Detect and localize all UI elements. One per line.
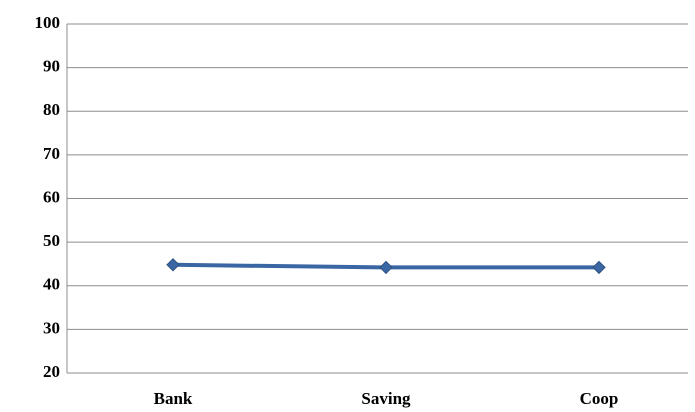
y-tick-label: 40 xyxy=(43,275,60,294)
x-tick-label: Bank xyxy=(154,389,193,408)
y-tick-label: 30 xyxy=(43,318,60,337)
marker xyxy=(166,258,180,272)
y-tick-label: 50 xyxy=(43,231,60,250)
marker xyxy=(379,260,393,275)
y-tick-label: 90 xyxy=(43,57,60,76)
x-tick-label: Coop xyxy=(580,389,619,408)
y-tick-label: 20 xyxy=(43,362,60,381)
y-tick-label: 60 xyxy=(43,187,60,206)
y-tick-label: 80 xyxy=(43,100,60,119)
y-tick-label: 100 xyxy=(35,13,61,32)
x-tick-label: Saving xyxy=(361,389,411,408)
marker xyxy=(592,260,606,275)
y-tick-label: 70 xyxy=(43,144,60,163)
